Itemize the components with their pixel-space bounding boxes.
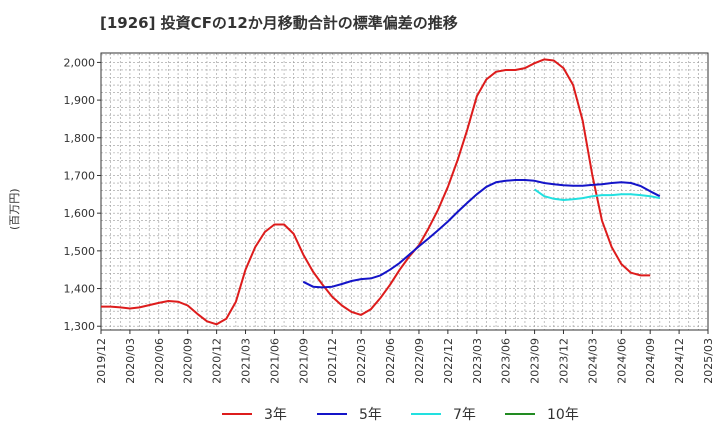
series-line-7年: [534, 188, 660, 201]
y-tick-label: 1,600: [64, 207, 96, 220]
x-tick-label: 2022/03: [355, 338, 368, 384]
y-tick-label: 1,700: [64, 169, 96, 182]
x-tick-label: 2024/12: [673, 338, 686, 384]
series-line-3年: [101, 58, 651, 326]
x-tick-label: 2023/06: [500, 338, 513, 384]
x-tick-label: 2021/09: [297, 338, 310, 384]
y-tick-label: 1,300: [64, 320, 96, 333]
legend-label: 3年: [264, 407, 287, 423]
x-tick-label: 2023/12: [557, 338, 570, 384]
chart-title: [1926] 投資CFの12か月移動合計の標準偏差の推移: [100, 14, 458, 32]
x-tick-label: 2023/09: [529, 338, 542, 384]
x-tick-label: 2022/09: [413, 338, 426, 384]
legend-label: 7年: [453, 407, 476, 423]
x-tick-label: 2021/06: [268, 338, 281, 384]
x-tick-label: 2019/12: [95, 338, 108, 384]
y-tick-label: 1,900: [64, 94, 96, 107]
x-tick-label: 2021/12: [326, 338, 339, 384]
y-tick-label: 1,400: [64, 283, 96, 296]
series-line-5年: [302, 179, 661, 289]
plot-frame: [100, 52, 709, 331]
y-tick-label: 1,500: [64, 245, 96, 258]
x-tick-label: 2022/12: [442, 338, 455, 384]
plot-area: [101, 53, 708, 330]
x-tick-label: 2024/06: [615, 338, 628, 384]
x-tick-label: 2024/03: [586, 338, 599, 384]
x-tick-label: 2025/03: [702, 338, 715, 384]
y-tick-label: 1,800: [64, 132, 96, 145]
y-tick-label: 2,000: [64, 56, 96, 69]
legend-label: 10年: [547, 407, 579, 423]
legend-label: 5年: [359, 407, 382, 423]
x-tick-label: 2020/03: [124, 338, 137, 384]
x-tick-label: 2020/09: [182, 338, 195, 384]
x-tick-label: 2023/03: [471, 338, 484, 384]
x-tick-label: 2021/03: [240, 338, 253, 384]
x-tick-label: 2024/09: [644, 338, 657, 384]
x-tick-label: 2022/06: [384, 338, 397, 384]
x-tick-label: 2020/12: [211, 338, 224, 384]
x-tick-label: 2020/06: [153, 338, 166, 384]
